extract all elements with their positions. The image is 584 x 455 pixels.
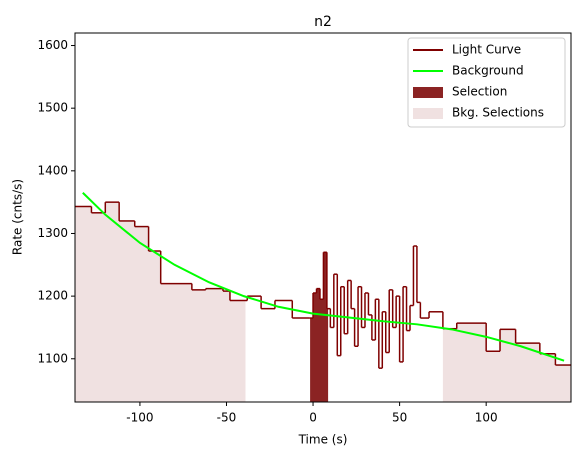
legend-label: Bkg. Selections	[452, 106, 544, 120]
bkg-selection	[75, 202, 246, 402]
x-tick-label: 0	[309, 411, 317, 425]
legend-label: Selection	[452, 85, 507, 99]
x-tick-label: -50	[217, 411, 237, 425]
legend-box	[407, 37, 566, 128]
legend-swatch	[413, 108, 443, 119]
y-tick-label: 1300	[37, 226, 68, 240]
plot-frame	[74, 32, 572, 403]
x-tick-label: 100	[475, 411, 498, 425]
y-tick-label: 1400	[37, 163, 68, 177]
legend-label: Light Curve	[452, 43, 521, 57]
y-tick-label: 1100	[37, 351, 68, 365]
x-axis-label: Time (s)	[298, 433, 348, 447]
x-tick-label: -100	[126, 411, 153, 425]
x-tick-label: 50	[392, 411, 407, 425]
bkg-selection	[442, 323, 571, 402]
chart-title: n2	[314, 14, 332, 30]
y-axis-label: Rate (cnts/s)	[11, 179, 25, 255]
legend-label: Background	[452, 64, 524, 78]
background-line	[82, 192, 565, 362]
y-tick-label: 1200	[37, 289, 68, 303]
legend-swatch	[413, 87, 443, 98]
y-tick-label: 1600	[37, 38, 68, 52]
y-tick-label: 1500	[37, 101, 68, 115]
